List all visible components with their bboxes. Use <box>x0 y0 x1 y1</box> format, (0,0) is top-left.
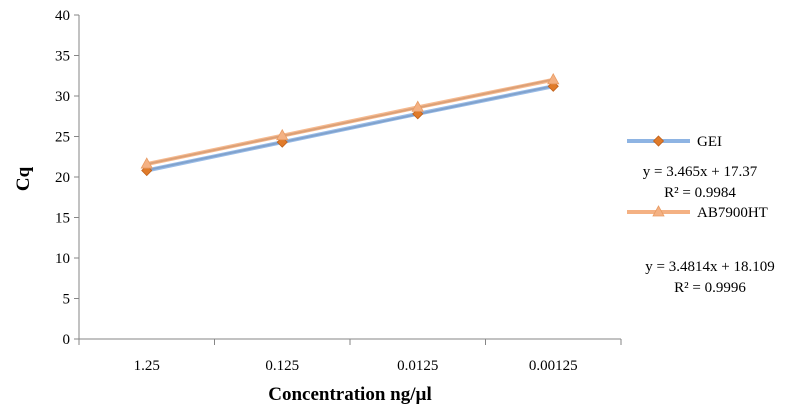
series-markers <box>140 72 560 177</box>
trendline-equation-0: y = 3.465x + 17.37 <box>643 164 758 180</box>
y-tick-label: 5 <box>63 292 71 308</box>
y-axis-title: Cq <box>13 166 34 191</box>
series-line-0 <box>146 84 554 173</box>
x-tick-label: 1.25 <box>134 358 160 374</box>
legend-marker-triangle <box>652 205 665 217</box>
y-tick-label: 25 <box>55 130 70 146</box>
y-tick-label: 30 <box>55 89 70 105</box>
data-point-triangle <box>411 100 424 112</box>
x-tick-label: 0.125 <box>265 358 299 374</box>
y-tick-label: 35 <box>55 49 70 65</box>
trendline-equation-1: y = 3.4814x + 18.109 <box>645 259 774 275</box>
y-tick-label: 20 <box>55 170 70 186</box>
legend-label-0: GEI <box>697 134 722 150</box>
data-point-triangle <box>547 72 560 85</box>
series-line-1 <box>146 77 554 166</box>
trendline-r2-1: R² = 0.9996 <box>674 280 746 296</box>
y-tick-label: 15 <box>55 211 70 227</box>
data-point-triangle <box>140 157 153 169</box>
x-axis-title: Concentration ng/µl <box>268 384 431 405</box>
y-tick-label: 40 <box>55 8 70 24</box>
y-tick-label: 0 <box>63 332 71 348</box>
series-lines <box>146 77 554 173</box>
x-tick-label: 0.0125 <box>397 358 438 374</box>
x-tick-label: 0.00125 <box>529 358 578 374</box>
y-tick-label: 10 <box>55 251 70 267</box>
data-point-triangle <box>276 128 289 141</box>
legend-label-1: AB7900HT <box>697 205 768 221</box>
axes: 0 5 10 15 20 25 30 35 40 1.25 0.125 0.0125 0.00125 <box>55 8 622 374</box>
legend-marker-diamond <box>652 135 665 147</box>
trendline-r2-0: R² = 0.9984 <box>664 185 736 201</box>
legend: GEI AB7900HT y = 3.465x + 17.37 R² = 0.9984… <box>627 134 775 296</box>
